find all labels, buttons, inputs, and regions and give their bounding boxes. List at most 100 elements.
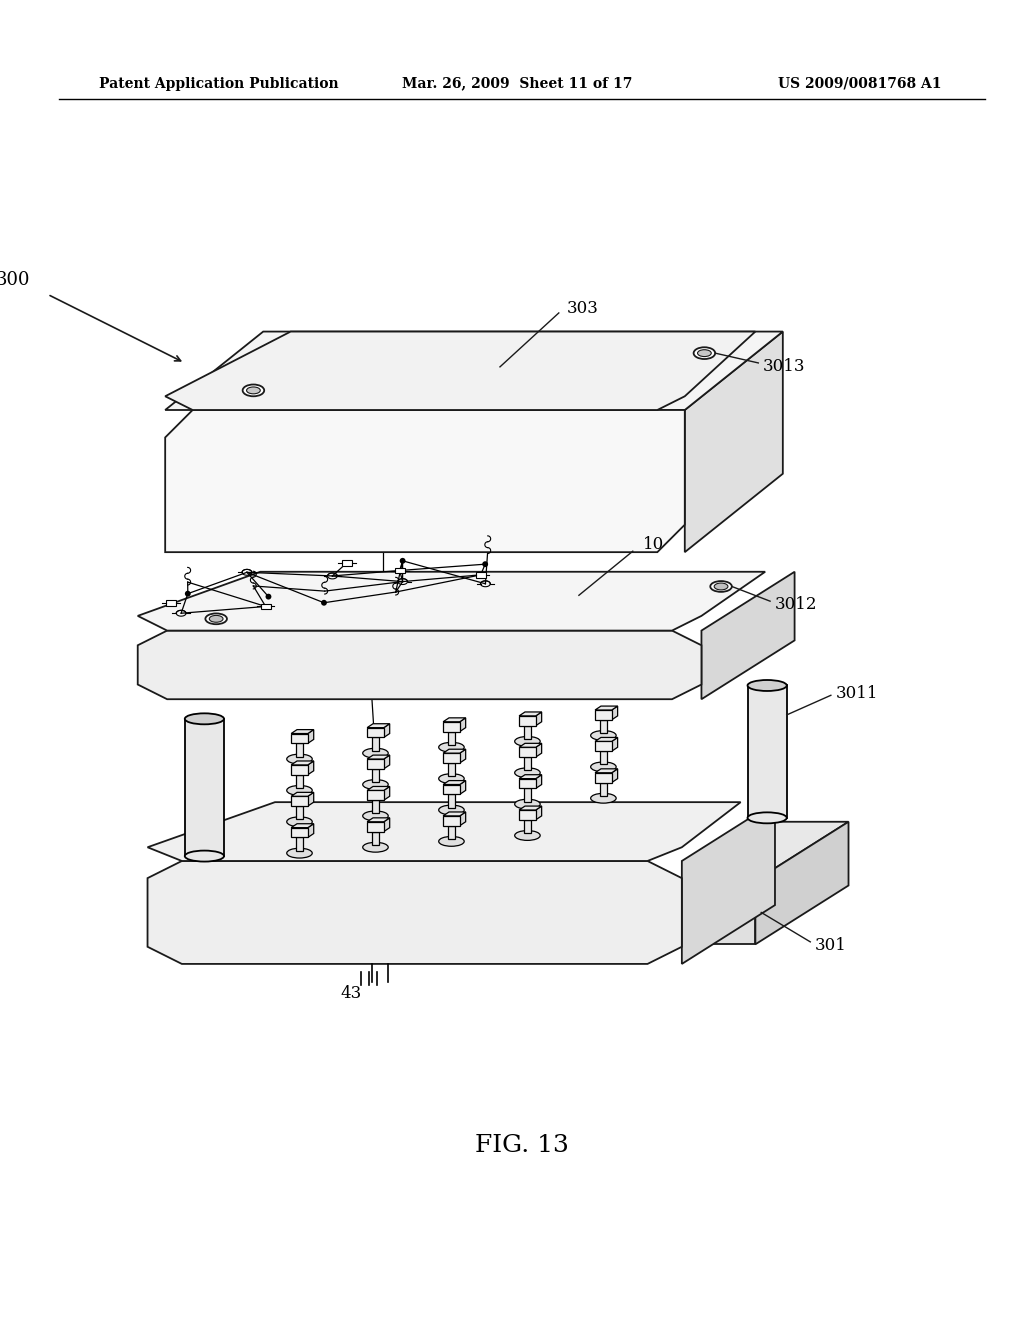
Ellipse shape (287, 849, 312, 858)
Polygon shape (443, 780, 466, 784)
Text: 43: 43 (340, 985, 361, 1002)
Polygon shape (536, 743, 542, 758)
Polygon shape (519, 779, 536, 788)
Polygon shape (682, 822, 849, 880)
Ellipse shape (693, 347, 715, 359)
Polygon shape (296, 775, 303, 788)
Ellipse shape (287, 817, 312, 826)
Text: US 2009/0081768 A1: US 2009/0081768 A1 (778, 77, 942, 91)
Text: FIG. 13: FIG. 13 (475, 1134, 569, 1156)
Ellipse shape (362, 748, 388, 758)
Ellipse shape (209, 615, 223, 622)
Polygon shape (308, 792, 313, 807)
Ellipse shape (711, 581, 732, 591)
Polygon shape (368, 822, 384, 832)
Polygon shape (595, 706, 617, 710)
Polygon shape (611, 738, 617, 751)
Polygon shape (166, 599, 176, 606)
Polygon shape (308, 730, 313, 743)
Text: 303: 303 (566, 300, 598, 317)
Polygon shape (137, 572, 765, 631)
Polygon shape (368, 791, 384, 800)
Polygon shape (519, 807, 542, 810)
Polygon shape (600, 719, 607, 733)
Polygon shape (443, 784, 460, 795)
Polygon shape (523, 726, 531, 739)
Polygon shape (600, 751, 607, 764)
Polygon shape (685, 331, 782, 552)
Ellipse shape (287, 785, 312, 795)
Polygon shape (384, 787, 390, 800)
Polygon shape (291, 824, 313, 828)
Ellipse shape (438, 774, 464, 784)
Polygon shape (308, 824, 313, 837)
Polygon shape (443, 812, 466, 816)
Polygon shape (165, 411, 685, 552)
Ellipse shape (697, 350, 712, 356)
Polygon shape (372, 738, 379, 751)
Polygon shape (308, 762, 313, 775)
Polygon shape (291, 734, 308, 743)
Polygon shape (184, 719, 224, 857)
Polygon shape (536, 775, 542, 788)
Polygon shape (443, 754, 460, 763)
Polygon shape (611, 706, 617, 719)
Ellipse shape (362, 780, 388, 789)
Text: Patent Application Publication: Patent Application Publication (98, 77, 338, 91)
Ellipse shape (243, 384, 264, 396)
Polygon shape (447, 731, 455, 744)
Polygon shape (595, 742, 611, 751)
Polygon shape (519, 775, 542, 779)
Polygon shape (368, 723, 390, 727)
Text: 300: 300 (0, 271, 31, 289)
Polygon shape (443, 722, 460, 731)
Ellipse shape (184, 713, 224, 725)
Polygon shape (296, 837, 303, 850)
Polygon shape (291, 730, 313, 734)
Polygon shape (476, 572, 485, 578)
Polygon shape (460, 750, 466, 763)
Polygon shape (523, 788, 531, 801)
Ellipse shape (206, 614, 227, 624)
Circle shape (482, 561, 488, 568)
Text: 3013: 3013 (763, 358, 806, 375)
Polygon shape (523, 820, 531, 833)
Ellipse shape (515, 737, 541, 746)
Ellipse shape (515, 830, 541, 841)
Polygon shape (460, 780, 466, 795)
Polygon shape (165, 331, 756, 411)
Polygon shape (372, 832, 379, 845)
Ellipse shape (287, 754, 312, 764)
Polygon shape (384, 818, 390, 832)
Polygon shape (291, 792, 313, 796)
Polygon shape (682, 880, 756, 944)
Ellipse shape (515, 799, 541, 809)
Polygon shape (519, 743, 542, 747)
Polygon shape (368, 755, 390, 759)
Circle shape (322, 599, 327, 606)
Ellipse shape (748, 812, 786, 824)
Ellipse shape (438, 742, 464, 752)
Polygon shape (701, 572, 795, 700)
Circle shape (265, 594, 271, 599)
Polygon shape (261, 603, 270, 610)
Polygon shape (296, 743, 303, 756)
Polygon shape (460, 718, 466, 731)
Text: 10: 10 (643, 536, 664, 553)
Polygon shape (595, 768, 617, 772)
Text: 3011: 3011 (836, 685, 879, 702)
Polygon shape (756, 822, 849, 944)
Polygon shape (600, 783, 607, 796)
Polygon shape (595, 738, 617, 742)
Polygon shape (443, 750, 466, 754)
Polygon shape (519, 711, 542, 715)
Ellipse shape (362, 810, 388, 821)
Ellipse shape (515, 768, 541, 777)
Circle shape (399, 558, 406, 564)
Ellipse shape (438, 805, 464, 814)
Polygon shape (291, 828, 308, 837)
Ellipse shape (591, 793, 616, 803)
Polygon shape (372, 768, 379, 781)
Text: 301: 301 (815, 937, 847, 954)
Polygon shape (384, 755, 390, 768)
